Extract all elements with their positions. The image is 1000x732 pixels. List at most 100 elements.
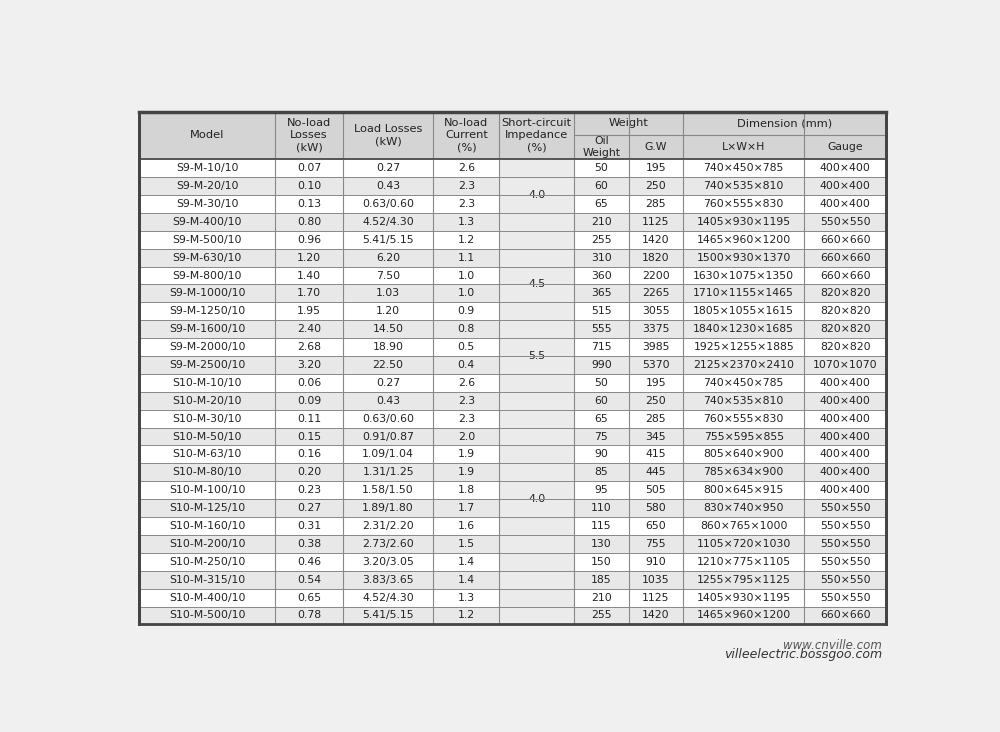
Text: 755: 755 — [645, 539, 666, 549]
Text: S9-M-1250/10: S9-M-1250/10 — [169, 306, 245, 316]
Text: 90: 90 — [594, 449, 608, 460]
Text: 0.27: 0.27 — [376, 378, 400, 388]
Text: 400×400: 400×400 — [820, 181, 871, 191]
Text: 660×660: 660×660 — [820, 271, 870, 280]
Text: 740×535×810: 740×535×810 — [703, 396, 784, 406]
Text: 1.40: 1.40 — [297, 271, 321, 280]
Text: 1.0: 1.0 — [458, 288, 475, 299]
Text: 400×400: 400×400 — [820, 199, 871, 209]
Bar — [499, 160, 574, 231]
Text: 755×595×855: 755×595×855 — [704, 432, 784, 441]
Text: 0.65: 0.65 — [297, 593, 321, 602]
Text: 3375: 3375 — [642, 324, 670, 335]
Text: Oil
Weight: Oil Weight — [582, 136, 620, 158]
Text: 715: 715 — [591, 342, 612, 352]
Text: 250: 250 — [645, 396, 666, 406]
Text: 580: 580 — [645, 503, 666, 513]
Text: 310: 310 — [591, 253, 612, 263]
Text: 345: 345 — [645, 432, 666, 441]
Text: 60: 60 — [594, 396, 608, 406]
Bar — [499, 338, 574, 374]
Bar — [139, 499, 886, 517]
Text: 1630×1075×1350: 1630×1075×1350 — [693, 271, 794, 280]
Text: 50: 50 — [594, 163, 608, 173]
Text: 910: 910 — [645, 557, 666, 567]
Text: 4.52/4.30: 4.52/4.30 — [362, 593, 414, 602]
Text: 1420: 1420 — [642, 235, 670, 244]
Text: S10-M-100/10: S10-M-100/10 — [169, 485, 245, 496]
Bar — [139, 213, 886, 231]
Text: 18.90: 18.90 — [373, 342, 404, 352]
Text: 7.50: 7.50 — [376, 271, 400, 280]
Text: 1.20: 1.20 — [376, 306, 400, 316]
Bar — [139, 410, 886, 427]
Bar — [139, 320, 886, 338]
Text: 400×400: 400×400 — [820, 378, 871, 388]
Text: 3055: 3055 — [642, 306, 670, 316]
Text: 785×634×900: 785×634×900 — [703, 467, 784, 477]
Text: 1925×1255×1885: 1925×1255×1885 — [693, 342, 794, 352]
Text: 0.27: 0.27 — [376, 163, 400, 173]
Text: 400×400: 400×400 — [820, 467, 871, 477]
Text: 3.83/3.65: 3.83/3.65 — [362, 575, 414, 585]
Bar — [499, 231, 574, 338]
Bar — [499, 374, 574, 624]
Text: 1405×930×1195: 1405×930×1195 — [697, 593, 791, 602]
Text: 0.46: 0.46 — [297, 557, 321, 567]
Text: 4.0: 4.0 — [528, 190, 545, 200]
Bar — [139, 607, 886, 624]
Text: 1035: 1035 — [642, 575, 670, 585]
Text: 0.63/0.60: 0.63/0.60 — [362, 414, 414, 424]
Text: S10-M-63/10: S10-M-63/10 — [172, 449, 242, 460]
Text: 1805×1055×1615: 1805×1055×1615 — [693, 306, 794, 316]
Text: 4.52/4.30: 4.52/4.30 — [362, 217, 414, 227]
Text: S9-M-800/10: S9-M-800/10 — [172, 271, 242, 280]
Text: S9-M-1600/10: S9-M-1600/10 — [169, 324, 245, 335]
Text: S9-M-10/10: S9-M-10/10 — [176, 163, 238, 173]
Text: 1500×930×1370: 1500×930×1370 — [696, 253, 791, 263]
Text: S10-M-30/10: S10-M-30/10 — [172, 414, 242, 424]
Text: 400×400: 400×400 — [820, 414, 871, 424]
Text: 75: 75 — [594, 432, 608, 441]
Text: 555: 555 — [591, 324, 612, 335]
Text: Dimension (mm): Dimension (mm) — [737, 119, 832, 128]
Text: 0.78: 0.78 — [297, 610, 321, 621]
Text: 1070×1070: 1070×1070 — [813, 360, 877, 370]
Text: 830×740×950: 830×740×950 — [703, 503, 784, 513]
Text: 550×550: 550×550 — [820, 217, 870, 227]
Text: S9-M-30/10: S9-M-30/10 — [176, 199, 238, 209]
Bar — [139, 481, 886, 499]
Text: 2.68: 2.68 — [297, 342, 321, 352]
Text: 2200: 2200 — [642, 271, 670, 280]
Text: No-load
Losses
(kW): No-load Losses (kW) — [287, 119, 331, 152]
Bar — [139, 302, 886, 320]
Text: S10-M-250/10: S10-M-250/10 — [169, 557, 245, 567]
Text: 0.9: 0.9 — [458, 306, 475, 316]
Text: 110: 110 — [591, 503, 612, 513]
Text: 360: 360 — [591, 271, 612, 280]
Text: 1405×930×1195: 1405×930×1195 — [697, 217, 791, 227]
Text: 760×555×830: 760×555×830 — [703, 414, 784, 424]
Text: 1.3: 1.3 — [458, 217, 475, 227]
Text: 0.38: 0.38 — [297, 539, 321, 549]
Text: 285: 285 — [645, 414, 666, 424]
Text: 0.43: 0.43 — [376, 181, 400, 191]
Text: 2.3: 2.3 — [458, 181, 475, 191]
Text: S10-M-200/10: S10-M-200/10 — [169, 539, 245, 549]
Text: 505: 505 — [645, 485, 666, 496]
Text: 550×550: 550×550 — [820, 521, 870, 531]
Text: S10-M-50/10: S10-M-50/10 — [172, 432, 242, 441]
Text: 2.31/2.20: 2.31/2.20 — [362, 521, 414, 531]
Text: 1.2: 1.2 — [458, 610, 475, 621]
Bar — [139, 446, 886, 463]
Text: 740×450×785: 740×450×785 — [703, 163, 784, 173]
Bar — [139, 356, 886, 374]
Bar — [139, 392, 886, 410]
Text: 0.91/0.87: 0.91/0.87 — [362, 432, 414, 441]
Text: 255: 255 — [591, 610, 612, 621]
Text: 3.20: 3.20 — [297, 360, 321, 370]
Text: 820×820: 820×820 — [820, 342, 870, 352]
Text: 550×550: 550×550 — [820, 575, 870, 585]
Text: 400×400: 400×400 — [820, 432, 871, 441]
Text: S10-M-10/10: S10-M-10/10 — [172, 378, 242, 388]
